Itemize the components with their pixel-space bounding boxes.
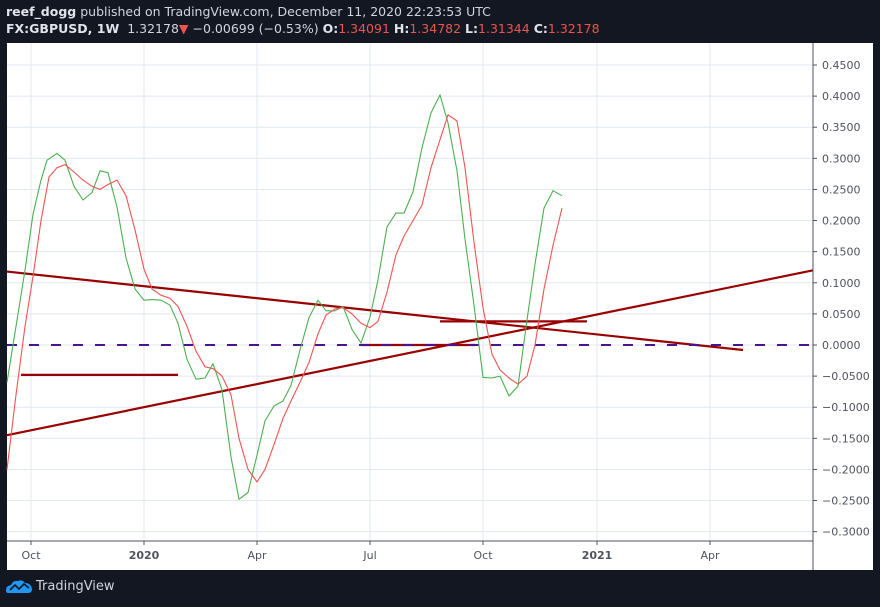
trendline[interactable]	[6, 269, 814, 437]
y-tick-label: −0.2000	[822, 463, 870, 476]
published-text: published on TradingView.com, December 1…	[80, 4, 491, 19]
time-axis[interactable]: Oct 2020 Apr Jul Oct 2021 Apr	[21, 541, 720, 562]
y-tick-label: −0.2500	[822, 495, 870, 508]
trendline[interactable]	[6, 270, 744, 352]
y-tick-label: −0.1500	[822, 432, 870, 445]
price-axis[interactable]: 0.4500 0.4000 0.3500 0.3000 0.2500 0.2000 0.15…	[813, 59, 870, 539]
price-change: −0.00699 (−0.53%)	[192, 21, 319, 36]
y-tick-label: 0.4500	[822, 59, 861, 72]
series-lines	[6, 94, 563, 500]
symbol: FX:GBPUSD, 1W	[6, 21, 120, 36]
open-label: O:	[322, 21, 339, 36]
brand-name: TradingView	[36, 578, 115, 594]
y-tick-label: 0.2000	[822, 215, 861, 228]
y-tick-label: 0.3000	[822, 152, 861, 165]
open-value: 1.34091	[338, 21, 390, 36]
publish-info: reef_dogg published on TradingView.com, …	[6, 4, 491, 19]
signal-line	[6, 114, 563, 483]
y-tick-label: 0.2500	[822, 183, 861, 196]
high-label: H:	[393, 21, 410, 36]
y-tick-label: −0.0500	[822, 370, 870, 383]
y-tick-label: 0.0500	[822, 308, 861, 321]
x-tick-label: Oct	[473, 549, 493, 562]
y-tick-label: −0.3000	[822, 526, 870, 539]
y-tick-label: 0.4000	[822, 90, 861, 103]
x-tick-label: Oct	[21, 549, 41, 562]
y-tick-label: 0.1000	[822, 277, 861, 290]
last-price: 1.32178	[127, 21, 179, 36]
close-label: C:	[533, 21, 548, 36]
down-arrow-icon: ▼	[178, 21, 189, 36]
x-tick-label: 2020	[129, 549, 160, 562]
y-tick-label: 0.3500	[822, 121, 861, 134]
tradingview-cloud-icon	[6, 580, 32, 593]
chart-background	[7, 43, 873, 570]
y-tick-label: −0.1000	[822, 401, 870, 414]
close-value: 1.32178	[547, 21, 600, 36]
y-tick-label: 0.1500	[822, 246, 861, 259]
low-value: 1.31344	[478, 21, 530, 36]
low-label: L:	[465, 21, 479, 36]
drawings[interactable]	[6, 269, 814, 437]
tradingview-logo[interactable]: TradingView	[6, 578, 115, 594]
x-tick-label: Jul	[362, 549, 376, 562]
y-tick-label: 0.0000	[822, 339, 861, 352]
high-value: 1.34782	[409, 21, 462, 36]
fast-line	[6, 94, 563, 500]
x-tick-label: 2021	[582, 549, 613, 562]
x-tick-label: Apr	[700, 549, 720, 562]
symbol-info: FX:GBPUSD, 1W 1.32178▼ −0.00699 (−0.53%)…	[6, 21, 600, 36]
author-name[interactable]: reef_dogg	[6, 4, 77, 19]
x-tick-label: Apr	[247, 549, 267, 562]
